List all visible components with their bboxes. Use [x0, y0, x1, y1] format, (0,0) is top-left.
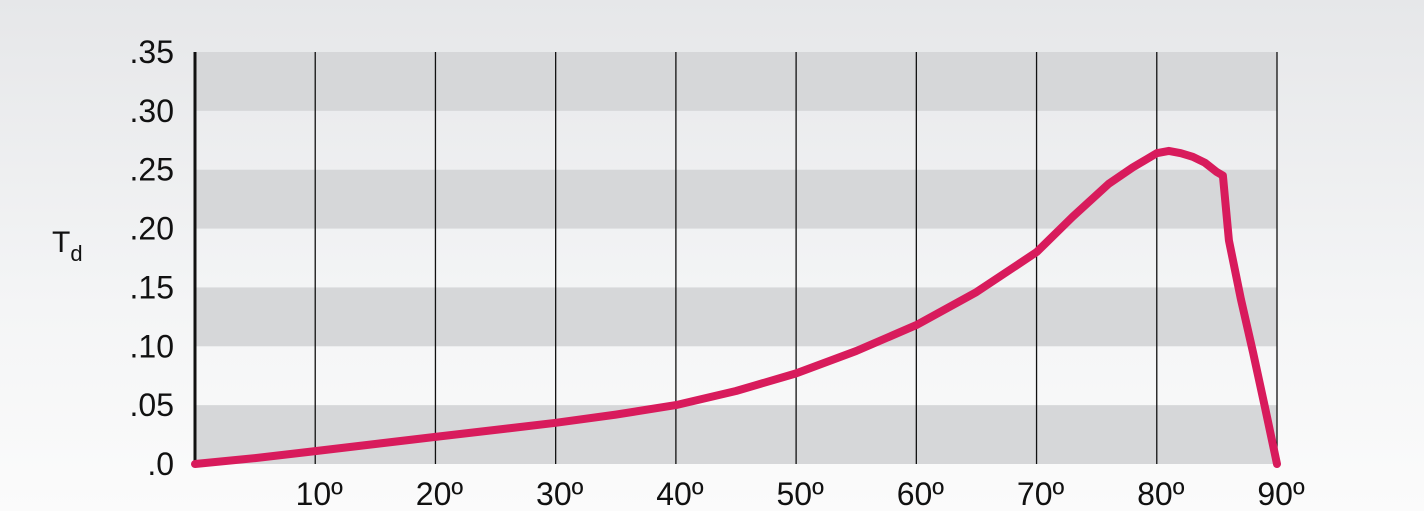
- y-tick-label: .35: [130, 34, 174, 70]
- vertical-gridlines: [314, 52, 1278, 464]
- background-bands: [195, 52, 1277, 464]
- x-tick-label: 40º: [656, 476, 704, 511]
- x-tick-label: 60º: [897, 476, 945, 511]
- y-tick-label: .25: [130, 152, 174, 188]
- grid-band: [195, 287, 1277, 347]
- series-group: [191, 146, 1281, 468]
- grid-band: [195, 111, 1277, 170]
- x-tick-label: 20º: [416, 476, 464, 511]
- y-tick-label: .05: [130, 387, 174, 423]
- x-tick-label: 80º: [1137, 476, 1185, 511]
- x-tick-labels: 10º 20º 30º 40º 50º 60º 70º 80º 90º: [296, 476, 1305, 511]
- y-axis-label-subscript: d: [70, 241, 82, 266]
- x-tick-label: 50º: [776, 476, 824, 511]
- y-tick-label: .0: [147, 446, 174, 482]
- x-tick-label: 30º: [536, 476, 584, 511]
- y-tick-label: .30: [130, 93, 174, 129]
- y-tick-label: .20: [130, 211, 174, 247]
- y-tick-label: .15: [130, 269, 174, 305]
- grid-band: [195, 229, 1277, 288]
- grid-band: [195, 346, 1277, 405]
- x-tick-label: 90º: [1257, 476, 1305, 511]
- x-tick-label: 10º: [296, 476, 344, 511]
- y-axis-label: Td: [52, 226, 83, 266]
- grid-band: [195, 52, 1277, 111]
- y-tick-labels: .0 .05 .10 .15 .20 .25 .30 .35: [130, 34, 174, 482]
- series-line: [191, 146, 1281, 468]
- y-tick-label: .10: [130, 328, 174, 364]
- grid-band: [195, 405, 1277, 464]
- y-axis-label-main: T: [52, 226, 70, 259]
- x-tick-label: 70º: [1017, 476, 1065, 511]
